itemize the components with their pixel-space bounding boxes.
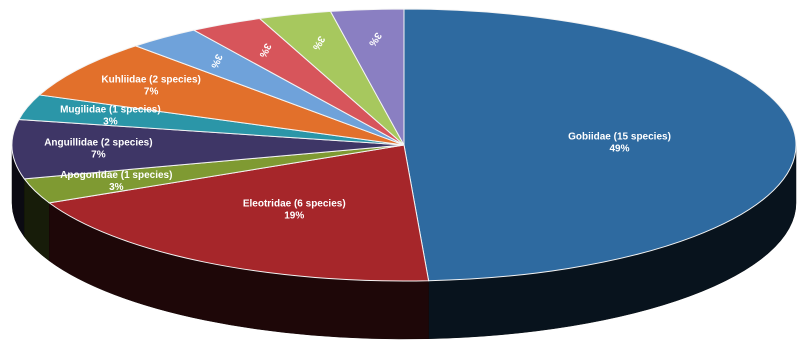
slice-percent-label: 3% (208, 52, 224, 70)
pie-slice-0 (403, 8, 797, 282)
pie-slice-9 (329, 8, 405, 146)
pie-slices (11, 8, 797, 282)
slice-percent-label: 19% (284, 210, 304, 221)
slice-percent-label: 3% (103, 116, 118, 127)
slice-label: Mugilidae (1 species) (60, 104, 161, 115)
slice-label: Gobiidae (15 species) (568, 132, 671, 143)
slice-percent-label: 7% (144, 86, 159, 97)
slice-label: Kuhliidae (2 species) (101, 74, 200, 85)
slice-label: Eleotridae (6 species) (243, 198, 346, 209)
pie-slice-1 (48, 144, 430, 282)
pie-slice-5 (38, 45, 405, 146)
slice-percent-label: 7% (91, 149, 106, 160)
slice-percent-label: 49% (609, 144, 629, 155)
slice-label: Anguillidae (2 species) (44, 137, 152, 148)
slice-percent-label: 3% (109, 182, 124, 193)
pie-sides (11, 144, 797, 340)
slice-label: Apogonidae (1 species) (60, 170, 172, 181)
pie-slice-3 (11, 118, 405, 180)
